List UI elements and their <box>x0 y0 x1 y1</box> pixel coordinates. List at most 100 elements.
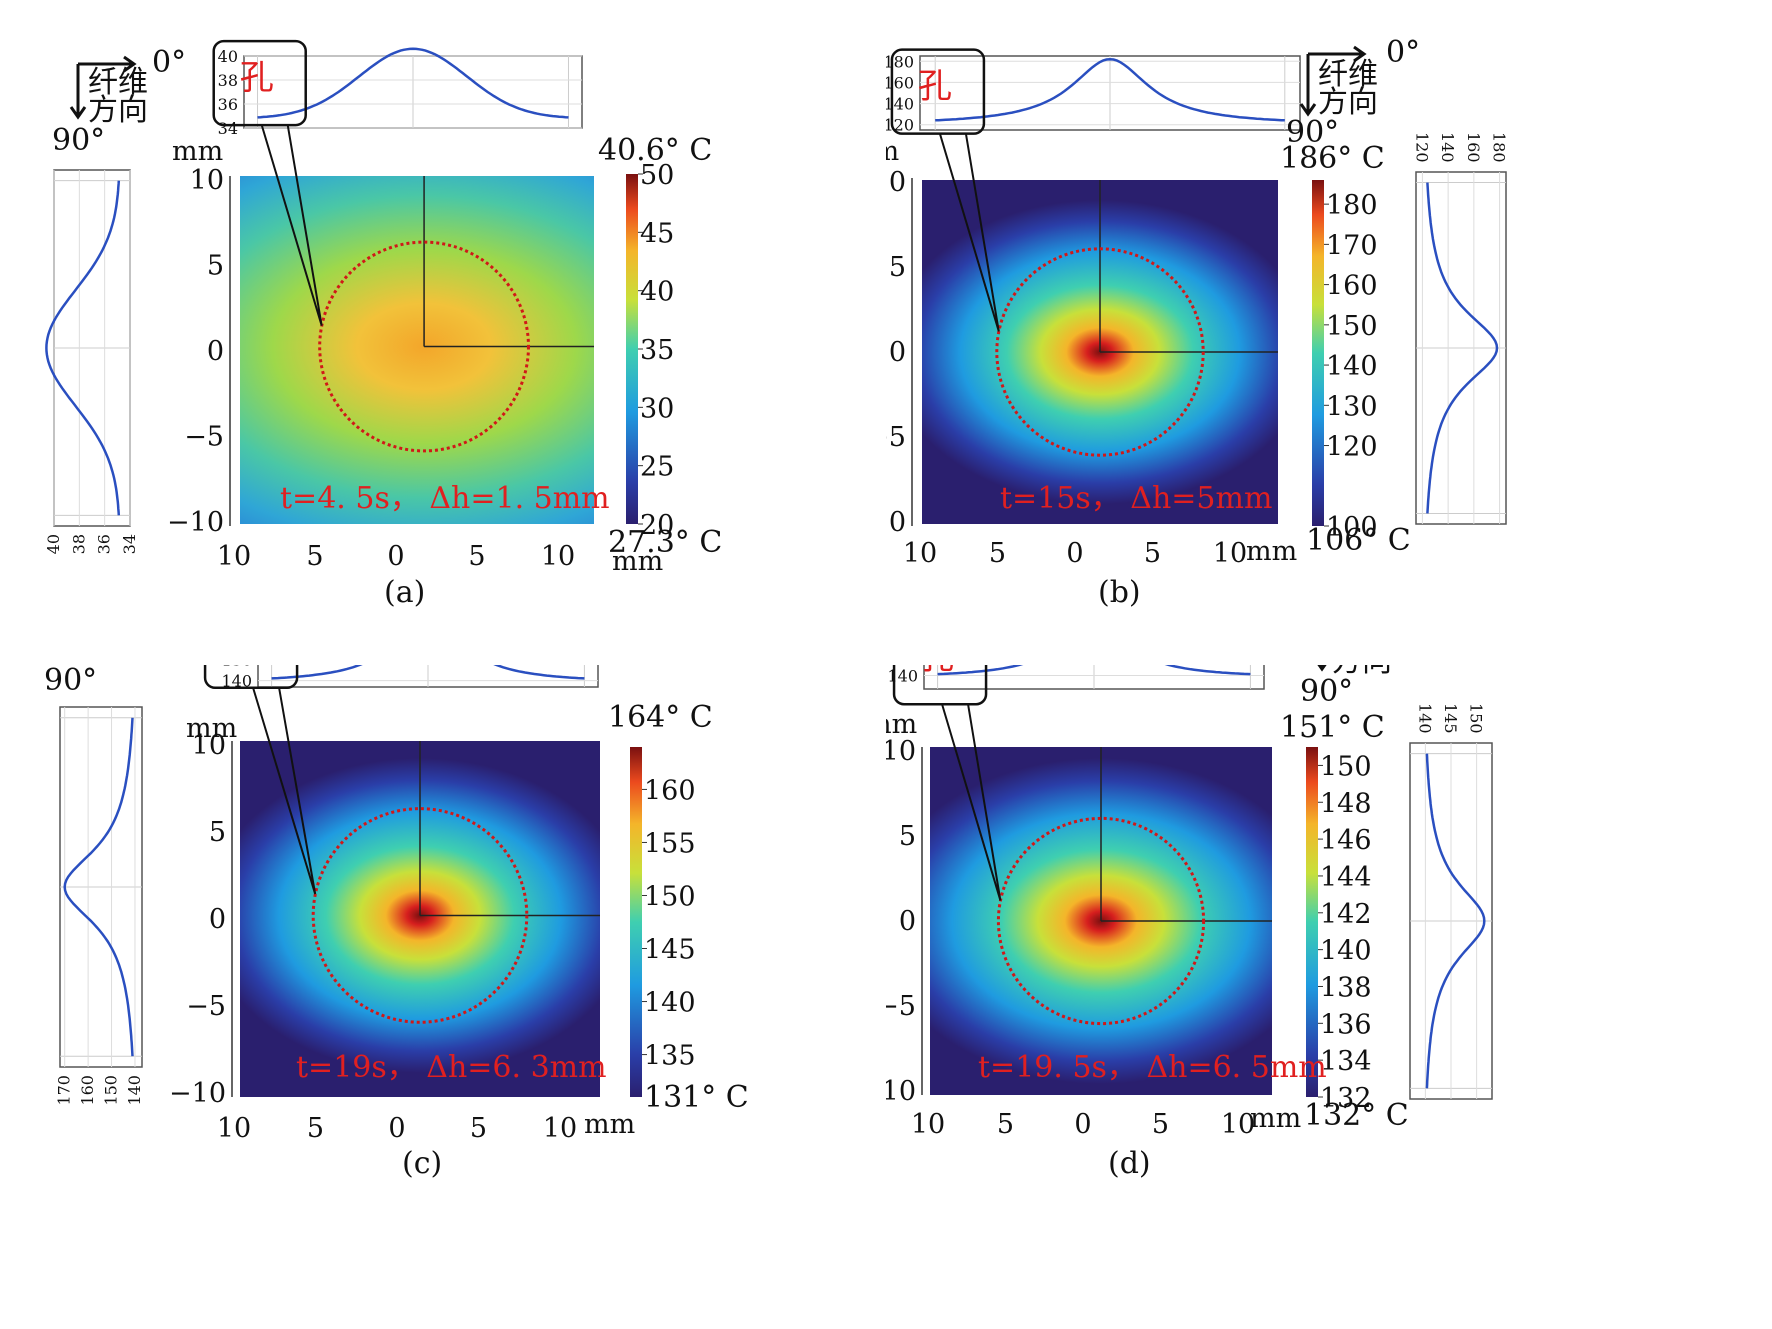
y-tick-label: −10 <box>886 507 906 538</box>
time-annotation: t=4. 5s， Δh=1. 5mm <box>280 481 610 516</box>
x-tick-label: 5 <box>470 1113 487 1144</box>
angle-0-label: 0° <box>1386 35 1420 70</box>
top-profile-tick-label: 36 <box>218 95 238 114</box>
panel-d: 150 145 140 纤维 方向 0° 90° mm 151° C 孔 10 5 0 −… <box>886 665 1493 1181</box>
x-axis: 10 5 0 5 10 <box>903 538 1247 569</box>
colorbar-tick-label: 135 <box>644 1041 696 1072</box>
colorbar: 150 148 146 144 142 140 138 136 134 132 <box>1306 747 1372 1114</box>
x-tick-label: 5 <box>997 1109 1014 1140</box>
y-axis: 10 5 0 −5 −10 <box>167 165 231 538</box>
y-tick-label: 0 <box>207 336 224 367</box>
fiber-label-1: 纤维 <box>88 65 148 100</box>
max-temp-label: 40.6° C <box>598 133 712 168</box>
top-profile-tick-label: 34 <box>218 119 238 138</box>
colorbar-tick-label: 180 <box>1326 190 1378 221</box>
side-profile-tick-label: 140 <box>125 1075 144 1106</box>
x-unit-label: mm <box>1246 536 1297 567</box>
heat-spot <box>240 176 594 524</box>
top-profile-tick-label: 140 <box>887 667 918 686</box>
time-annotation: t=15s， Δh=5mm <box>1000 481 1272 516</box>
fiber-label-2: 方向 <box>1332 665 1392 679</box>
angle-90-label: 90° <box>44 665 97 698</box>
hole-label: 孔 <box>918 67 952 107</box>
y-tick-label: 0 <box>889 337 906 368</box>
x-unit-label: mm <box>612 546 663 577</box>
side-profile-tick-label: 150 <box>1467 703 1486 734</box>
side-profile-curve <box>45 180 121 516</box>
x-tick-label: 5 <box>1144 538 1161 569</box>
y-tick-label: −10 <box>169 1078 226 1109</box>
colorbar-tick-label: 150 <box>1320 751 1372 782</box>
callout-bubble <box>890 48 986 135</box>
colorbar-tick-label: 100 <box>1326 512 1378 543</box>
y-tick-label: −5 <box>184 422 224 453</box>
x-tick-label: 0 <box>1074 1109 1091 1140</box>
top-profile-tick-label: 180 <box>886 52 914 71</box>
side-profile: 170 160 150 140 <box>55 706 144 1106</box>
y-unit-label: mm <box>886 136 899 167</box>
side-profile-curve <box>63 717 134 1057</box>
colorbar-tick-label: 155 <box>644 828 696 859</box>
y-tick-label: 5 <box>207 251 224 282</box>
x-axis: 10 5 0 5 10 <box>911 1109 1255 1140</box>
callout-pointer <box>252 687 317 895</box>
x-unit-label: mm <box>1250 1103 1301 1134</box>
x-tick-label: 5 <box>1152 1109 1169 1140</box>
side-profile-tick-label: 160 <box>1464 132 1483 163</box>
colorbar-tick-label: 25 <box>640 452 674 483</box>
y-tick-label: 10 <box>886 736 916 767</box>
colorbar-scale <box>630 747 642 1097</box>
panel-caption: (d) <box>1108 1146 1151 1181</box>
y-tick-label: −5 <box>186 991 226 1022</box>
x-axis: 10 5 0 5 10 <box>217 541 575 572</box>
colorbar-tick-label: 145 <box>644 935 696 966</box>
side-profile-tick-label: 140 <box>1438 132 1457 163</box>
colorbar-tick-label: 20 <box>640 510 674 541</box>
colorbar-tick-label: 160 <box>1326 271 1378 302</box>
min-temp-label: 27.3° C <box>608 525 722 560</box>
colorbar-tick-label: 50 <box>640 160 674 191</box>
heatmap: 孔 <box>203 665 600 1097</box>
angle-90-label: 90° <box>1300 674 1353 709</box>
callout-bubble <box>212 39 307 127</box>
top-profile-tick-label: 40 <box>218 47 238 66</box>
angle-0-label: 0° <box>152 45 186 80</box>
top-profile-tick-label: 160 <box>886 73 914 92</box>
colorbar-tick-label: 130 <box>1326 391 1378 422</box>
x-tick-label: 10 <box>543 1113 577 1144</box>
panel-caption: (a) <box>384 575 425 610</box>
x-tick-label: 5 <box>989 538 1006 569</box>
heatmap: 孔 <box>212 39 594 524</box>
top-profile-tick-label: 140 <box>221 672 252 691</box>
y-tick-label: 0 <box>209 904 226 935</box>
fiber-label-1: 纤维 <box>1318 57 1378 92</box>
hole-label: 孔 <box>920 665 954 677</box>
colorbar-tick-label: 140 <box>1326 351 1378 382</box>
x-tick-label: 5 <box>307 1113 324 1144</box>
panel-caption: (b) <box>1098 575 1141 610</box>
y-tick-label: 10 <box>886 167 906 198</box>
panel-b: 180 160 140 120 纤维 方向 0° 90° mm 186° C 孔 10… <box>886 35 1509 610</box>
colorbar-tick-label: 140 <box>1320 936 1372 967</box>
colorbar-tick-label: 140 <box>644 988 696 1019</box>
x-tick-label: 10 <box>541 541 575 572</box>
fiber-label-2: 方向 <box>1318 85 1378 120</box>
y-tick-label: 5 <box>899 821 916 852</box>
x-axis: 10 5 0 5 10 <box>217 1113 577 1144</box>
hole-outline <box>996 816 1206 1026</box>
side-profile: 120 140 160 180 <box>1412 132 1509 525</box>
colorbar-scale <box>626 174 638 524</box>
fiber-label-2: 方向 <box>88 93 148 128</box>
colorbar-tick-label: 148 <box>1320 788 1372 819</box>
panel-caption: (c) <box>402 1146 442 1181</box>
angle-90-label: 90° <box>52 123 105 158</box>
callout-pointer <box>938 133 1000 332</box>
side-profile: 40 38 36 34 <box>44 169 139 554</box>
top-profile-curve <box>935 57 1285 122</box>
colorbar-tick-label: 150 <box>644 881 696 912</box>
x-unit-label: mm <box>584 1109 635 1140</box>
x-tick-label: 10 <box>1213 538 1247 569</box>
y-unit-label: mm <box>172 136 223 167</box>
side-profile-tick-label: 38 <box>69 534 88 554</box>
